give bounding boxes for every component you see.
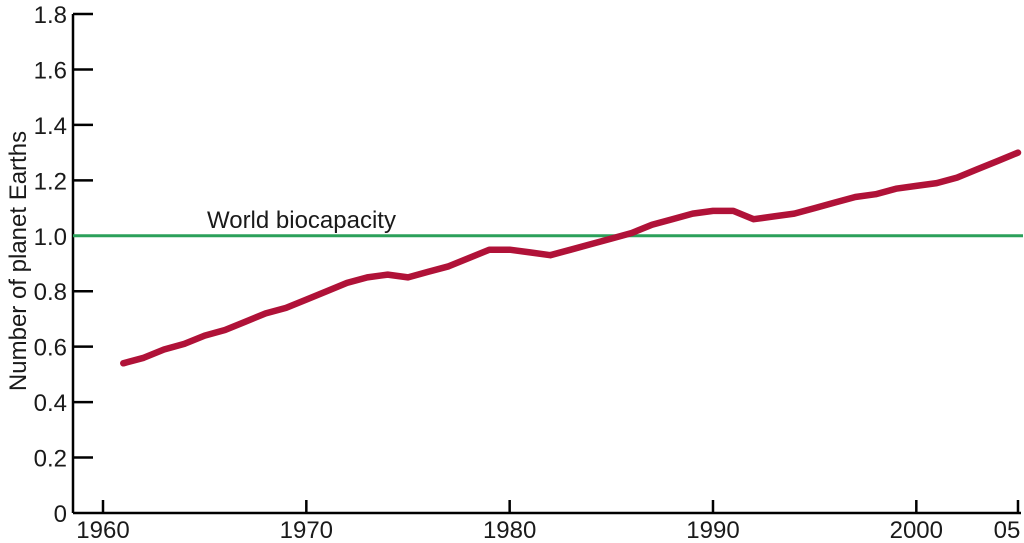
- y-tick-label: 0.6: [34, 335, 67, 362]
- y-tick-label: 1.0: [34, 224, 67, 251]
- y-axis-title: Number of planet Earths: [5, 131, 32, 391]
- x-tick-label: 1970: [280, 517, 333, 543]
- axes-layer: [71, 14, 1021, 515]
- footprint-line: [120, 149, 1022, 367]
- x-tick-label: 1980: [483, 517, 536, 543]
- x-tick-label: 05: [994, 517, 1021, 543]
- tick-labels-layer: 0 0.2 0.4 0.6 0.8 1.0 1.2 1.4 1.6 1.8 1960 1970 1980…: [34, 2, 1021, 543]
- y-tick-label: 0.4: [34, 390, 67, 417]
- ticks-layer: [73, 12, 1020, 513]
- x-tick-label: 2000: [890, 517, 943, 543]
- y-tick-label: 0.2: [34, 446, 67, 473]
- y-tick-label: 1.2: [34, 168, 67, 195]
- biocapacity-label: World biocapacity: [207, 207, 396, 234]
- y-tick-label: 0.8: [34, 279, 67, 306]
- y-tick-label: 1.6: [34, 57, 67, 84]
- x-tick-label: 1960: [76, 517, 129, 543]
- y-tick-label: 1.4: [34, 113, 67, 140]
- x-tick-label: 1990: [686, 517, 739, 543]
- y-tick-label: 0: [54, 501, 67, 528]
- y-tick-label: 1.8: [34, 2, 67, 29]
